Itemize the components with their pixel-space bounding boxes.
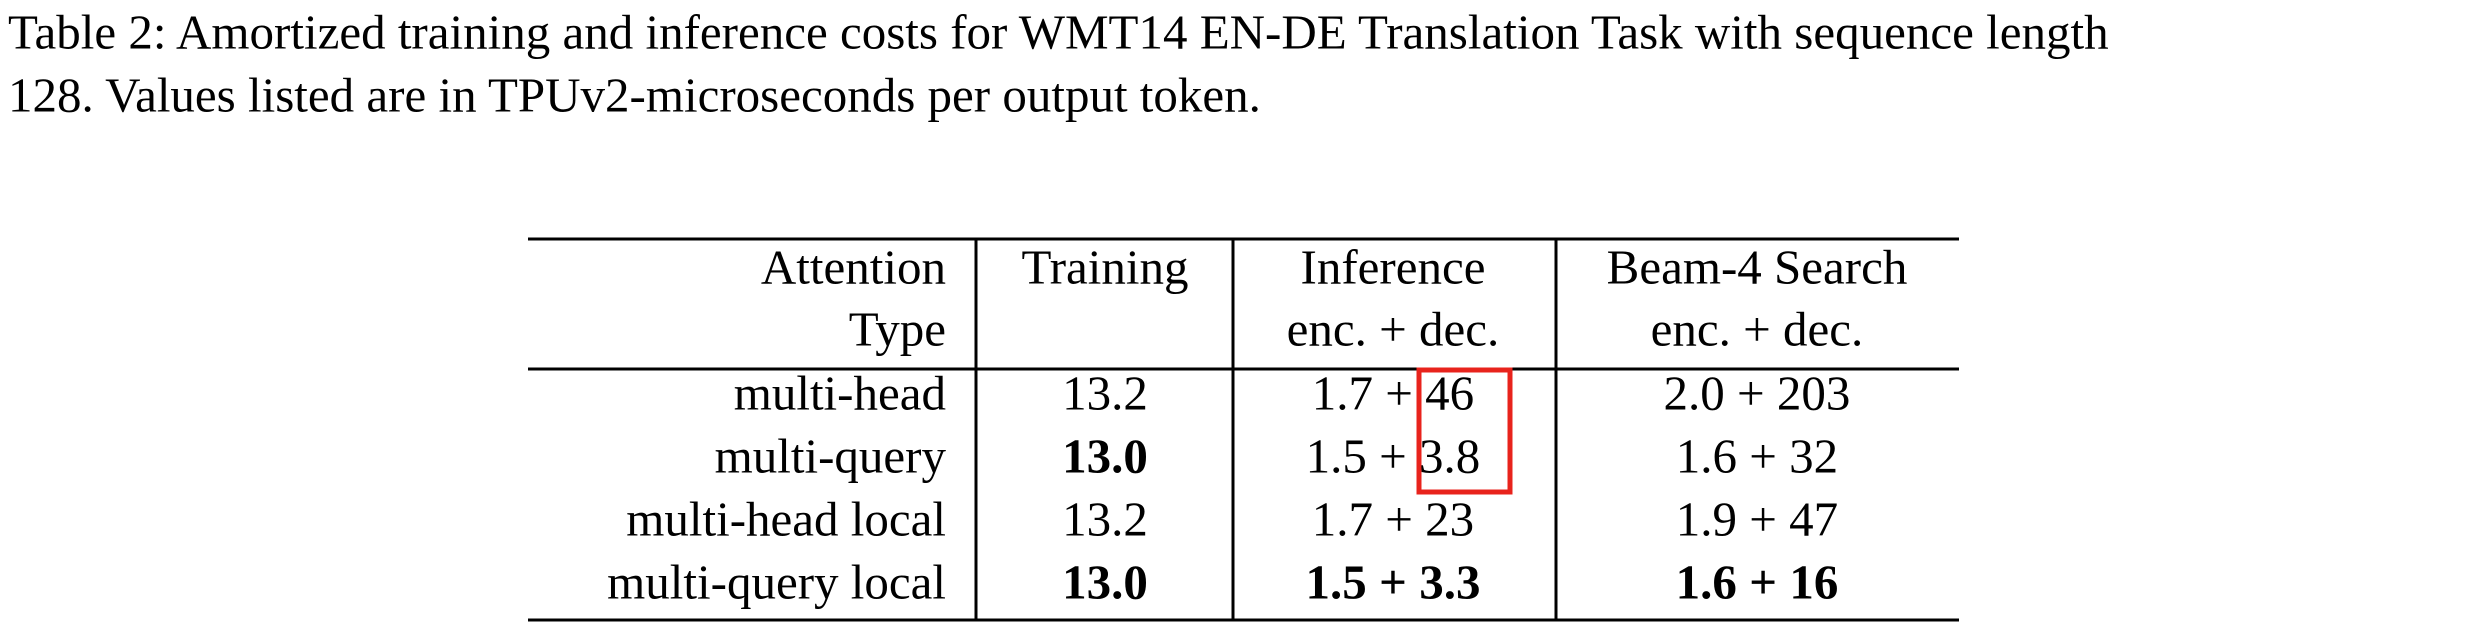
- table-cell: multi-head local: [626, 491, 946, 546]
- caption-line: 128. Values listed are in TPUv2-microsec…: [8, 67, 1261, 122]
- header-cell: Training: [1021, 239, 1188, 294]
- table-cell: multi-query local: [607, 554, 946, 609]
- table-cell: multi-query: [715, 428, 947, 483]
- highlight-box: [1416, 367, 1513, 495]
- table-cell: 2.0 + 203: [1664, 365, 1851, 420]
- header-cell: Attention: [761, 239, 946, 294]
- header-cell: Beam-4 Search: [1607, 239, 1908, 294]
- table-cell: 13.2: [1062, 365, 1148, 420]
- table-cell: 1.7 + 46: [1312, 365, 1474, 420]
- header-cell: enc. + dec.: [1287, 301, 1500, 356]
- table-cell: 13.0: [1062, 554, 1148, 609]
- table-cell: 1.5 + 3.3: [1306, 554, 1481, 609]
- header-cell: Type: [849, 301, 946, 356]
- header-cell: Inference: [1301, 239, 1486, 294]
- table-cell: multi-head: [734, 365, 946, 420]
- table-cell: 1.9 + 47: [1676, 491, 1838, 546]
- caption-line: Table 2: Amortized training and inferenc…: [8, 4, 2109, 59]
- table-cell: 1.5 + 3.8: [1306, 428, 1481, 483]
- header-cell: enc. + dec.: [1651, 301, 1864, 356]
- table-cell: 1.7 + 23: [1312, 491, 1474, 546]
- table-cell: 1.6 + 32: [1676, 428, 1838, 483]
- table-cell: 13.2: [1062, 491, 1148, 546]
- table-cell: 1.6 + 16: [1676, 554, 1839, 609]
- table-cell: 13.0: [1062, 428, 1148, 483]
